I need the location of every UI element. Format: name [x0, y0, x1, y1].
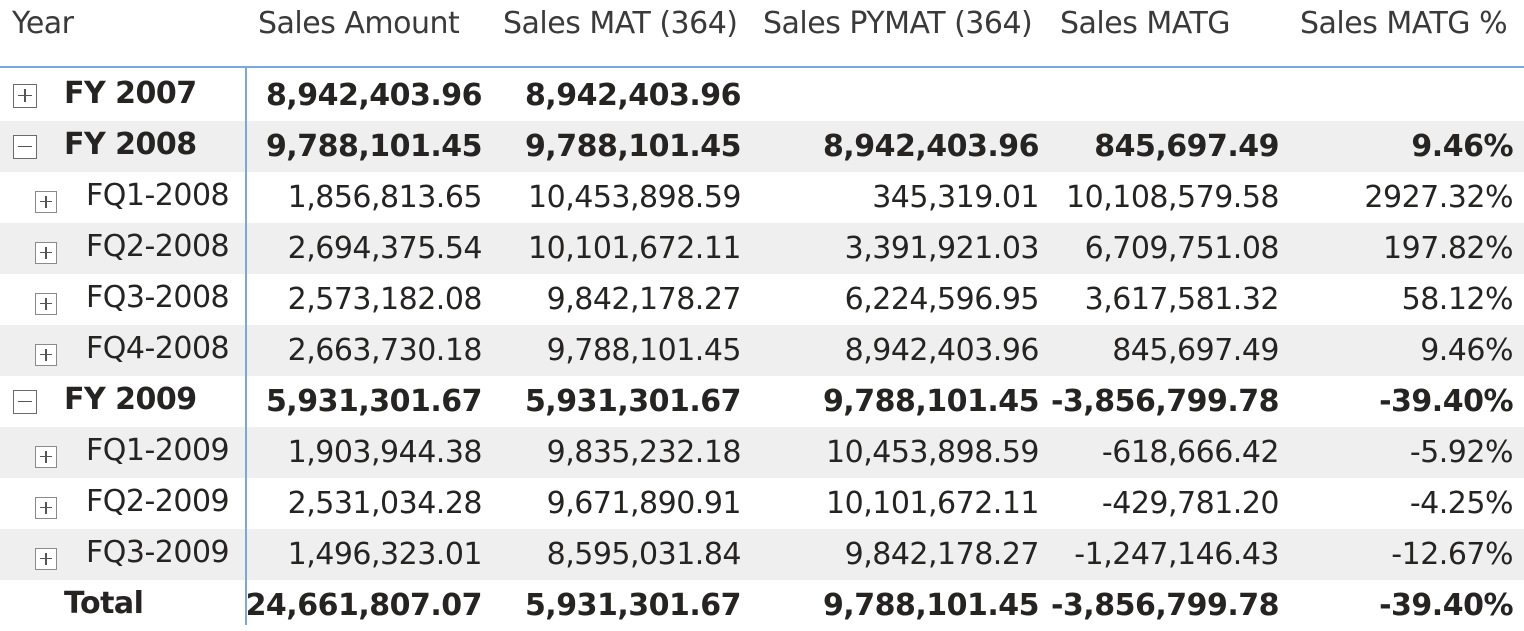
cell-sales-amount: 2,531,034.28 [287, 486, 483, 521]
cell-sales-matg-pct [1283, 70, 1513, 121]
expand-icon[interactable] [35, 445, 57, 468]
column-header-row: Year Sales Amount Sales MAT (364) Sales … [0, 0, 1524, 68]
cell-sales-matg-pct: -39.40% [1379, 384, 1513, 419]
cell-sales-amount: 24,661,807.07 [245, 588, 483, 623]
cell-sales-mat: 5,931,301.67 [524, 384, 742, 419]
expand-icon[interactable] [13, 83, 37, 108]
cell-sales-mat: 9,671,890.91 [546, 486, 742, 521]
cell-sales-amount: 1,903,944.38 [287, 435, 483, 470]
cell-sales-matg-pct: -39.40% [1379, 588, 1513, 623]
row-header-divider [245, 66, 247, 625]
column-header-year[interactable]: Year [12, 5, 74, 41]
row-header-label: FQ2-2009 [86, 484, 230, 519]
cell-sales-amount: 1,856,813.65 [287, 180, 483, 215]
row-header-label: FY 2009 [64, 382, 197, 417]
cell-sales-pymat: 9,788,101.45 [822, 588, 1040, 623]
table-row: FQ4-2008 2,663,730.18 9,788,101.45 8,942,40… [0, 325, 1524, 376]
cell-sales-matg: 10,108,579.58 [1066, 180, 1279, 215]
row-header-label: FQ4-2008 [86, 331, 230, 366]
row-header-label: FY 2007 [64, 76, 197, 111]
collapse-icon[interactable] [13, 134, 37, 159]
cell-sales-matg: 3,617,581.32 [1084, 282, 1280, 317]
table-row: FQ2-2008 2,694,375.54 10,101,672.11 3,391,9… [0, 223, 1524, 274]
row-header-label: FQ3-2008 [86, 280, 230, 315]
cell-sales-matg-pct: -12.67% [1391, 537, 1513, 572]
table-row: FY 2008 9,788,101.45 9,788,101.45 8,942,403… [0, 121, 1524, 172]
row-header-label: FY 2008 [64, 127, 197, 162]
cell-sales-mat: 9,842,178.27 [546, 282, 742, 317]
cell-sales-pymat: 8,942,403.96 [844, 333, 1040, 368]
table-row: FY 2009 5,931,301.67 5,931,301.67 9,788,101… [0, 376, 1524, 427]
cell-sales-matg-pct: 9.46% [1411, 129, 1513, 164]
cell-sales-amount: 2,694,375.54 [287, 231, 483, 266]
cell-sales-matg-pct: 58.12% [1401, 282, 1514, 317]
cell-sales-pymat: 3,391,921.03 [844, 231, 1040, 266]
expand-icon[interactable] [35, 190, 57, 213]
expand-icon[interactable] [35, 547, 57, 570]
cell-sales-matg: -429,781.20 [1101, 486, 1280, 521]
row-header-label: FQ2-2008 [86, 229, 230, 264]
cell-sales-matg: 845,697.49 [1112, 333, 1279, 368]
column-header-sales-matg[interactable]: Sales MATG [1060, 5, 1231, 41]
total-label: Total [64, 586, 144, 621]
total-row: Total 24,661,807.07 5,931,301.67 9,788,101.… [0, 580, 1524, 631]
cell-sales-pymat: 345,319.01 [872, 180, 1039, 215]
table-row: FQ2-2009 2,531,034.28 9,671,890.91 10,101,6… [0, 478, 1524, 529]
cell-sales-matg-pct: 9.46% [1420, 333, 1513, 368]
table-row: FY 2007 8,942,403.96 8,942,403.96 [0, 70, 1524, 121]
expand-icon[interactable] [35, 496, 57, 519]
cell-sales-amount: 1,496,323.01 [287, 537, 483, 572]
cell-sales-pymat: 10,101,672.11 [826, 486, 1039, 521]
table-row: FQ1-2008 1,856,813.65 10,453,898.59 345,319… [0, 172, 1524, 223]
cell-sales-mat: 9,835,232.18 [546, 435, 742, 470]
cell-sales-matg-pct: 2927.32% [1364, 180, 1513, 215]
cell-sales-mat: 10,453,898.59 [528, 180, 741, 215]
cell-sales-matg: -1,247,146.43 [1074, 537, 1279, 572]
table-row: FQ3-2008 2,573,182.08 9,842,178.27 6,224,59… [0, 274, 1524, 325]
cell-sales-amount: 2,573,182.08 [287, 282, 483, 317]
cell-sales-matg-pct: -5.92% [1409, 435, 1514, 470]
cell-sales-amount: 8,942,403.96 [265, 78, 483, 113]
cell-sales-pymat: 6,224,596.95 [844, 282, 1040, 317]
cell-sales-matg: 845,697.49 [1094, 129, 1279, 164]
column-header-sales-amount[interactable]: Sales Amount [258, 5, 460, 41]
cell-sales-mat: 8,942,403.96 [524, 78, 742, 113]
column-header-sales-matg-pct[interactable]: Sales MATG % [1300, 5, 1508, 41]
row-header-label: FQ1-2009 [86, 433, 230, 468]
table-row: FQ1-2009 1,903,944.38 9,835,232.18 10,453,8… [0, 427, 1524, 478]
column-header-sales-mat[interactable]: Sales MAT (364) [503, 5, 738, 41]
cell-sales-matg-pct: -4.25% [1409, 486, 1514, 521]
expand-icon[interactable] [35, 241, 57, 264]
cell-sales-amount: 5,931,301.67 [265, 384, 483, 419]
cell-sales-mat: 5,931,301.67 [524, 588, 742, 623]
cell-sales-mat: 9,788,101.45 [546, 333, 742, 368]
row-header-label: FQ3-2009 [86, 535, 230, 570]
cell-sales-pymat: 10,453,898.59 [826, 435, 1039, 470]
cell-sales-pymat [749, 70, 1039, 121]
cell-sales-mat: 8,595,031.84 [546, 537, 742, 572]
cell-sales-pymat: 9,788,101.45 [822, 384, 1040, 419]
cell-sales-matg: 6,709,751.08 [1084, 231, 1280, 266]
expand-icon[interactable] [35, 343, 57, 366]
cell-sales-matg: -618,666.42 [1101, 435, 1280, 470]
cell-sales-mat: 9,788,101.45 [524, 129, 742, 164]
cell-sales-amount: 9,788,101.45 [265, 129, 483, 164]
column-header-sales-pymat[interactable]: Sales PYMAT (364) [763, 5, 1033, 41]
cell-sales-matg: -3,856,799.78 [1050, 588, 1280, 623]
row-header-label: FQ1-2008 [86, 178, 230, 213]
cell-sales-amount: 2,663,730.18 [287, 333, 483, 368]
cell-sales-matg: -3,856,799.78 [1050, 384, 1280, 419]
cell-sales-matg-pct: 197.82% [1383, 231, 1513, 266]
collapse-icon[interactable] [13, 389, 37, 414]
cell-sales-pymat: 8,942,403.96 [822, 129, 1040, 164]
cell-sales-matg [1039, 70, 1279, 121]
cell-sales-mat: 10,101,672.11 [528, 231, 741, 266]
table-row: FQ3-2009 1,496,323.01 8,595,031.84 9,842,17… [0, 529, 1524, 580]
cell-sales-pymat: 9,842,178.27 [844, 537, 1040, 572]
expand-icon[interactable] [35, 292, 57, 315]
